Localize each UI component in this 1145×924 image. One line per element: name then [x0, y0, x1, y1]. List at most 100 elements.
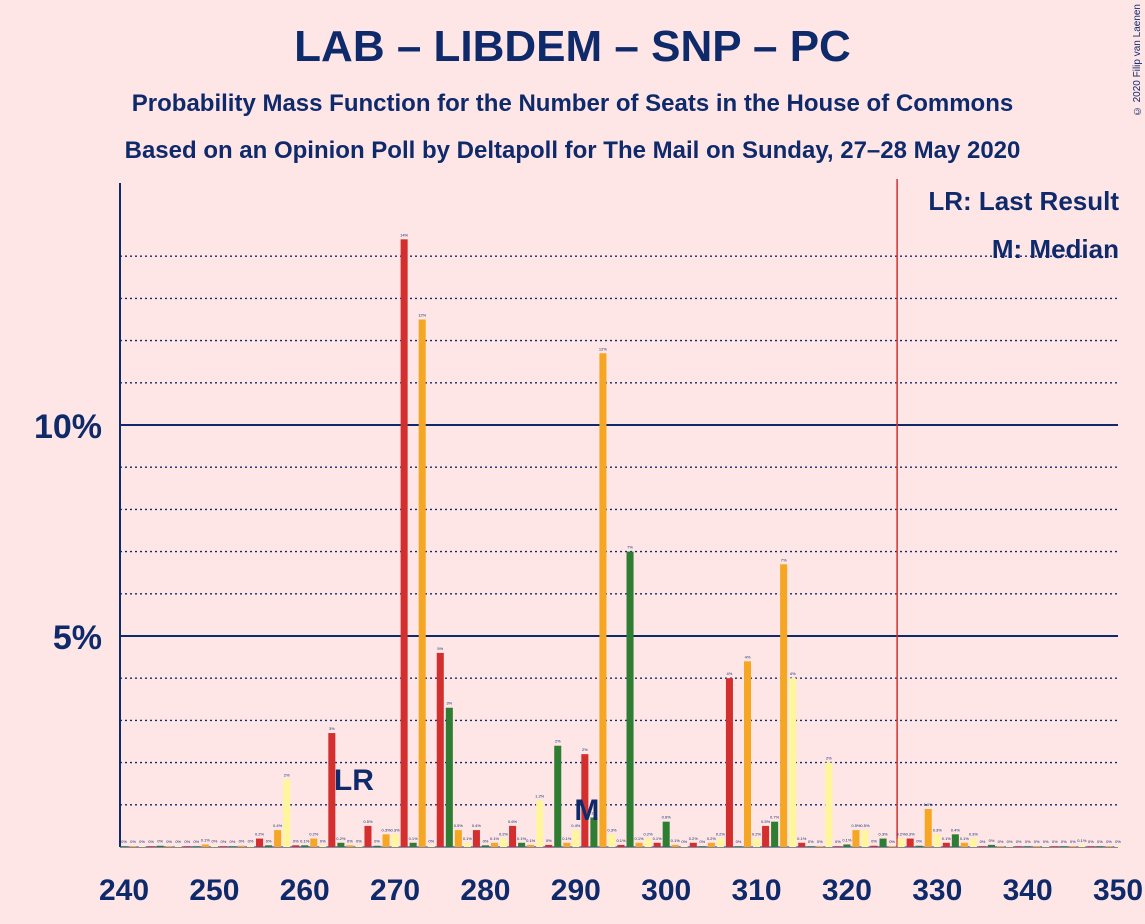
bar-label: 2% [555, 739, 561, 744]
x-tick-label: 350 [1093, 874, 1143, 907]
bar [445, 707, 453, 847]
bar-label: 0.1% [635, 836, 645, 841]
bar-label: 0% [248, 839, 254, 844]
median-marker: M [574, 794, 599, 827]
bar-label: 0.2% [707, 836, 717, 841]
bar-label: 7% [781, 557, 787, 562]
bar-label: 2% [826, 756, 832, 761]
x-tick-label: 310 [732, 874, 782, 907]
bar [472, 830, 480, 847]
bar-label: 0.6% [508, 819, 518, 824]
bar-label: 0% [835, 839, 841, 844]
bar [662, 821, 670, 847]
bar [283, 779, 291, 847]
bar-label: 0.1% [942, 836, 952, 841]
bar [174, 846, 182, 847]
bar [138, 846, 146, 847]
bar [256, 838, 264, 847]
y-tick-label: 10% [34, 408, 102, 446]
bar [545, 844, 553, 847]
bar-label: 0% [347, 838, 353, 843]
bar [274, 830, 282, 847]
bar-label: 0.4% [273, 823, 283, 828]
bar [536, 800, 544, 847]
bar-label: 0% [1052, 839, 1058, 844]
bar-label: 0% [374, 839, 380, 844]
bar [888, 846, 896, 847]
bar [237, 845, 245, 847]
bar-label: 0% [1043, 839, 1049, 844]
bar-label: 0.2% [644, 832, 654, 837]
bar-label: 0% [681, 839, 687, 844]
bar [716, 838, 724, 847]
bar-label: 0% [736, 839, 742, 844]
bar-label: 0% [989, 838, 995, 843]
bar-label: 0.5% [851, 823, 861, 828]
bar [734, 846, 742, 847]
bar-label: 12% [418, 313, 426, 318]
bar-label: 0% [1106, 839, 1112, 844]
bar [671, 844, 679, 847]
chart-title: LAB – LIBDEM – SNP – PC [294, 22, 851, 71]
bar-label: 0% [193, 839, 199, 844]
bar-label: 0% [980, 839, 986, 844]
bar [1051, 846, 1059, 847]
bar-label: 0.3% [607, 827, 617, 832]
bar [1024, 846, 1032, 847]
bar-label: 0.1% [616, 838, 626, 843]
bar [1015, 846, 1023, 847]
bar-label: 0.3% [391, 827, 401, 832]
bar [319, 845, 327, 847]
bar-label: 0% [699, 839, 705, 844]
bar-label: 0% [266, 838, 272, 843]
legend-median: M: Median [991, 234, 1119, 264]
bar [328, 733, 336, 847]
bar-label: 4% [790, 671, 796, 676]
bar [509, 825, 517, 847]
bar-label: 0% [239, 839, 245, 844]
bar-label: 7% [627, 545, 633, 550]
bar [382, 834, 390, 847]
bar [753, 838, 761, 847]
bar-label: 0.2% [309, 832, 319, 837]
bar [1096, 846, 1104, 847]
bar [653, 842, 661, 847]
bar-label: 0% [356, 838, 362, 843]
bar [807, 846, 815, 847]
bar [147, 846, 155, 847]
bar-label: 0% [166, 839, 172, 844]
bar [852, 830, 860, 847]
x-tick-label: 240 [99, 874, 149, 907]
bar [554, 745, 562, 847]
bar-label: 0.3% [906, 832, 916, 837]
bar-label: 4% [745, 654, 751, 659]
bar-label: 0% [428, 839, 434, 844]
bar-label: 0.1% [300, 838, 310, 843]
bar-label: 0.1% [463, 836, 473, 841]
bar [698, 846, 706, 847]
bar [798, 842, 806, 847]
x-tick-label: 260 [280, 874, 330, 907]
bar-label: 1% [591, 810, 597, 815]
bar [834, 846, 842, 847]
bar [960, 842, 968, 847]
bar [997, 846, 1005, 847]
bar-label: 0% [1007, 839, 1013, 844]
bar-label: 0% [211, 839, 217, 844]
bar [1105, 846, 1113, 847]
bar-label: 0.1% [409, 836, 419, 841]
bar [942, 842, 950, 847]
bar [789, 678, 797, 847]
bar-label: 0% [1025, 839, 1031, 844]
bar [1060, 846, 1068, 847]
bar [246, 845, 255, 847]
x-tick-label: 300 [641, 874, 691, 907]
bar-label: 0.2% [897, 832, 907, 837]
legend-last-result: LR: Last Result [928, 186, 1119, 216]
bar-label: 0% [175, 839, 181, 844]
bar [1078, 844, 1086, 847]
bar-label: 0% [320, 838, 326, 843]
bar [951, 834, 959, 847]
bar-label: 0.1% [526, 838, 536, 843]
